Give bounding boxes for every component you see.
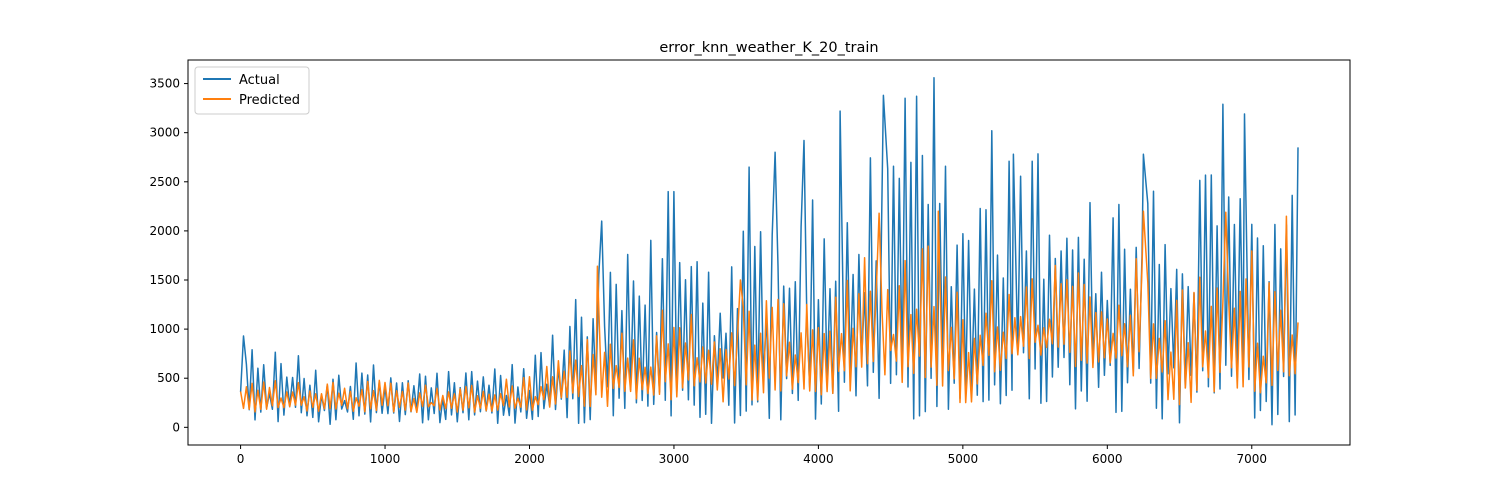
y-tick-label: 3500 — [149, 77, 180, 91]
plot-area-frame — [187, 59, 1351, 446]
x-tick-label: 2000 — [514, 452, 545, 466]
x-tick-label: 6000 — [1092, 452, 1123, 466]
y-tick-label: 2500 — [149, 175, 180, 189]
y-tick-label: 1500 — [149, 273, 180, 287]
x-tick-label: 7000 — [1236, 452, 1267, 466]
series-layer — [239, 76, 1299, 426]
series-line-predicted — [239, 210, 1299, 414]
y-tick-label: 2000 — [149, 224, 180, 238]
legend-label-actual: Actual — [239, 73, 280, 88]
x-tick-label: 3000 — [659, 452, 690, 466]
x-tick-label: 4000 — [803, 452, 834, 466]
y-tick-label: 0 — [172, 420, 180, 434]
legend-label-predicted: Predicted — [239, 93, 300, 108]
x-tick-label: 0 — [237, 452, 245, 466]
chart-title: error_knn_weather_K_20_train — [659, 40, 878, 56]
x-tick-label: 5000 — [948, 452, 979, 466]
x-tick-label: 1000 — [370, 452, 401, 466]
x-axis: 0 1000 2000 3000 4000 5000 6000 7000 — [237, 445, 1267, 466]
y-tick-label: 3000 — [149, 126, 180, 140]
y-tick-label: 1000 — [149, 322, 180, 336]
y-axis: 0 500 1000 1500 2000 2500 3000 3500 — [149, 77, 188, 434]
y-tick-label: 500 — [157, 371, 180, 385]
legend: Actual Predicted — [194, 66, 310, 115]
